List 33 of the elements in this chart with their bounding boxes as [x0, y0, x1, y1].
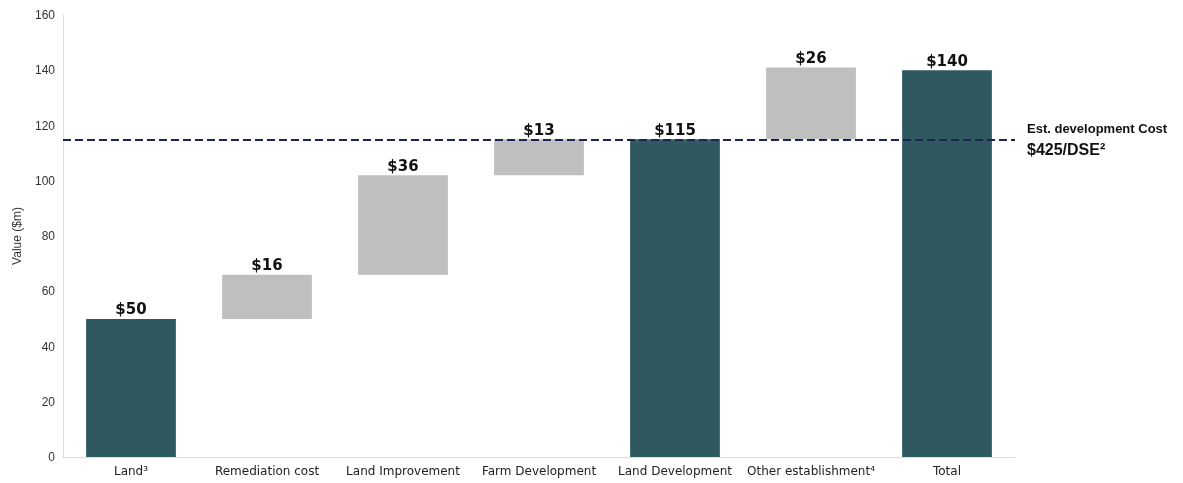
- bar: [358, 175, 448, 275]
- y-tick-label: 80: [41, 229, 56, 243]
- x-tick-label: Land³: [113, 464, 149, 478]
- bar: [86, 318, 176, 457]
- x-tick-label: Farm Development: [481, 464, 597, 478]
- bar: [766, 67, 856, 140]
- data-label: $50: [115, 300, 147, 319]
- data-label: $36: [387, 156, 419, 175]
- y-tick-label: 60: [41, 284, 56, 299]
- y-tick-label: 40: [41, 339, 56, 354]
- bar: [222, 274, 312, 319]
- y-tick-label: 0: [48, 450, 56, 464]
- x-tick-label: Other establishment⁴: [747, 464, 876, 478]
- y-tick-label: 20: [41, 394, 56, 409]
- x-tick-label: Land Improvement: [346, 464, 461, 478]
- x-tick-label: Total: [931, 464, 962, 478]
- ref-line-label: Est. development Cost: [1027, 120, 1168, 136]
- y-axis-title: Value ($m): [10, 207, 24, 265]
- x-tick-label: Remediation cost: [214, 464, 320, 478]
- bar: [494, 139, 584, 176]
- data-label: $16: [251, 256, 283, 275]
- bar: [630, 139, 720, 457]
- bar: [902, 70, 992, 457]
- data-label: $115: [654, 120, 696, 139]
- x-tick-label: Land Development: [618, 464, 733, 478]
- y-tick-label: 160: [34, 8, 56, 22]
- y-tick-label: 100: [34, 173, 56, 188]
- y-tick-label: 120: [34, 118, 56, 133]
- data-label: $26: [795, 48, 827, 67]
- data-label: $13: [523, 120, 555, 139]
- data-label: $140: [926, 51, 968, 70]
- y-tick-label: 140: [34, 63, 56, 78]
- text: $425/DSE²: [1027, 140, 1106, 158]
